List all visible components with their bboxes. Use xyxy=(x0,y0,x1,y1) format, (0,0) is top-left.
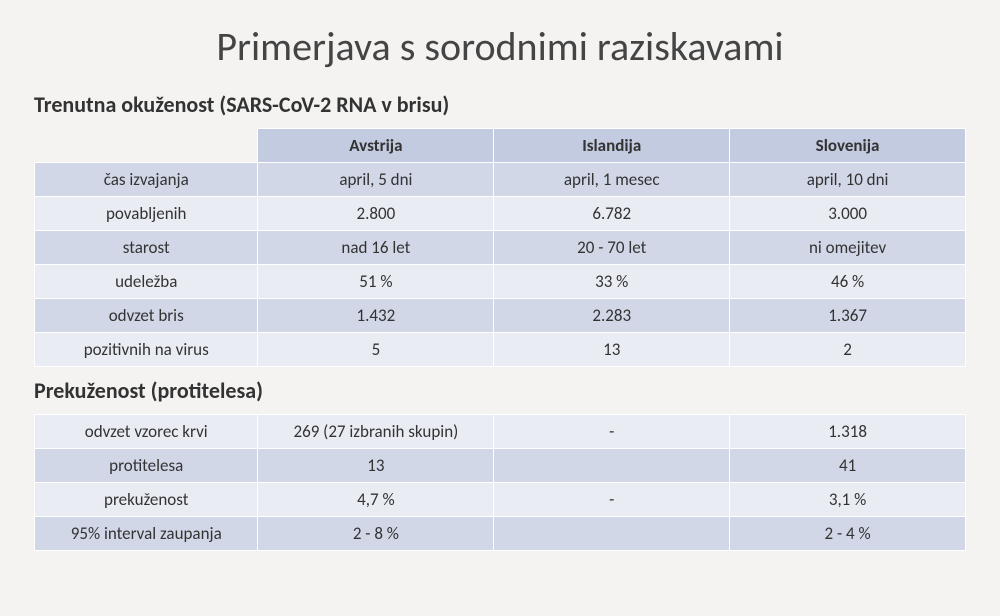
header-blank xyxy=(35,129,258,163)
table-row: povabljenih 2.800 6.782 3.000 xyxy=(35,197,966,231)
page-title: Primerjava s sorodnimi raziskavami xyxy=(34,22,966,71)
table-row: udeležba 51 % 33 % 46 % xyxy=(35,265,966,299)
cell: 1.367 xyxy=(730,299,966,333)
cell: 6.782 xyxy=(494,197,730,231)
cell: 2 - 4 % xyxy=(730,517,966,551)
cell: 5 xyxy=(258,333,494,367)
row-label: starost xyxy=(35,231,258,265)
cell: 3,1 % xyxy=(730,483,966,517)
cell: nad 16 let xyxy=(258,231,494,265)
cell: 13 xyxy=(494,333,730,367)
col-header-avstrija: Avstrija xyxy=(258,129,494,163)
cell: april, 5 dni xyxy=(258,163,494,197)
cell: 2 xyxy=(730,333,966,367)
cell: 51 % xyxy=(258,265,494,299)
table-row: prekuženost 4,7 % - 3,1 % xyxy=(35,483,966,517)
cell: april, 1 mesec xyxy=(494,163,730,197)
cell: - xyxy=(494,483,730,517)
table-current-infection: Avstrija Islandija Slovenija čas izvajan… xyxy=(34,128,966,367)
cell xyxy=(494,517,730,551)
cell: 2 - 8 % xyxy=(258,517,494,551)
section2-heading: Prekuženost (protitelesa) xyxy=(34,377,966,404)
table-row: čas izvajanja april, 5 dni april, 1 mese… xyxy=(35,163,966,197)
table-seroprevalence: odvzet vzorec krvi 269 (27 izbranih skup… xyxy=(34,414,966,551)
table-row: odvzet bris 1.432 2.283 1.367 xyxy=(35,299,966,333)
cell xyxy=(494,449,730,483)
row-label: odvzet vzorec krvi xyxy=(35,415,258,449)
row-label: protitelesa xyxy=(35,449,258,483)
section1-heading: Trenutna okuženost (SARS-CoV-2 RNA v bri… xyxy=(34,91,966,118)
row-label: prekuženost xyxy=(35,483,258,517)
row-label: pozitivnih na virus xyxy=(35,333,258,367)
cell: 1.318 xyxy=(730,415,966,449)
table-row: odvzet vzorec krvi 269 (27 izbranih skup… xyxy=(35,415,966,449)
table-header-row: Avstrija Islandija Slovenija xyxy=(35,129,966,163)
row-label: 95% interval zaupanja xyxy=(35,517,258,551)
table-row: pozitivnih na virus 5 13 2 xyxy=(35,333,966,367)
cell: 2.800 xyxy=(258,197,494,231)
cell: ni omejitev xyxy=(730,231,966,265)
cell: 4,7 % xyxy=(258,483,494,517)
col-header-slovenija: Slovenija xyxy=(730,129,966,163)
cell: 3.000 xyxy=(730,197,966,231)
cell: 1.432 xyxy=(258,299,494,333)
row-label: čas izvajanja xyxy=(35,163,258,197)
cell: april, 10 dni xyxy=(730,163,966,197)
cell: 33 % xyxy=(494,265,730,299)
table-row: 95% interval zaupanja 2 - 8 % 2 - 4 % xyxy=(35,517,966,551)
cell: - xyxy=(494,415,730,449)
cell: 46 % xyxy=(730,265,966,299)
cell: 41 xyxy=(730,449,966,483)
col-header-islandija: Islandija xyxy=(494,129,730,163)
cell: 2.283 xyxy=(494,299,730,333)
row-label: odvzet bris xyxy=(35,299,258,333)
cell: 269 (27 izbranih skupin) xyxy=(258,415,494,449)
row-label: udeležba xyxy=(35,265,258,299)
row-label: povabljenih xyxy=(35,197,258,231)
table-row: protitelesa 13 41 xyxy=(35,449,966,483)
table-row: starost nad 16 let 20 - 70 let ni omejit… xyxy=(35,231,966,265)
slide: Primerjava s sorodnimi raziskavami Trenu… xyxy=(0,0,1000,616)
cell: 20 - 70 let xyxy=(494,231,730,265)
cell: 13 xyxy=(258,449,494,483)
